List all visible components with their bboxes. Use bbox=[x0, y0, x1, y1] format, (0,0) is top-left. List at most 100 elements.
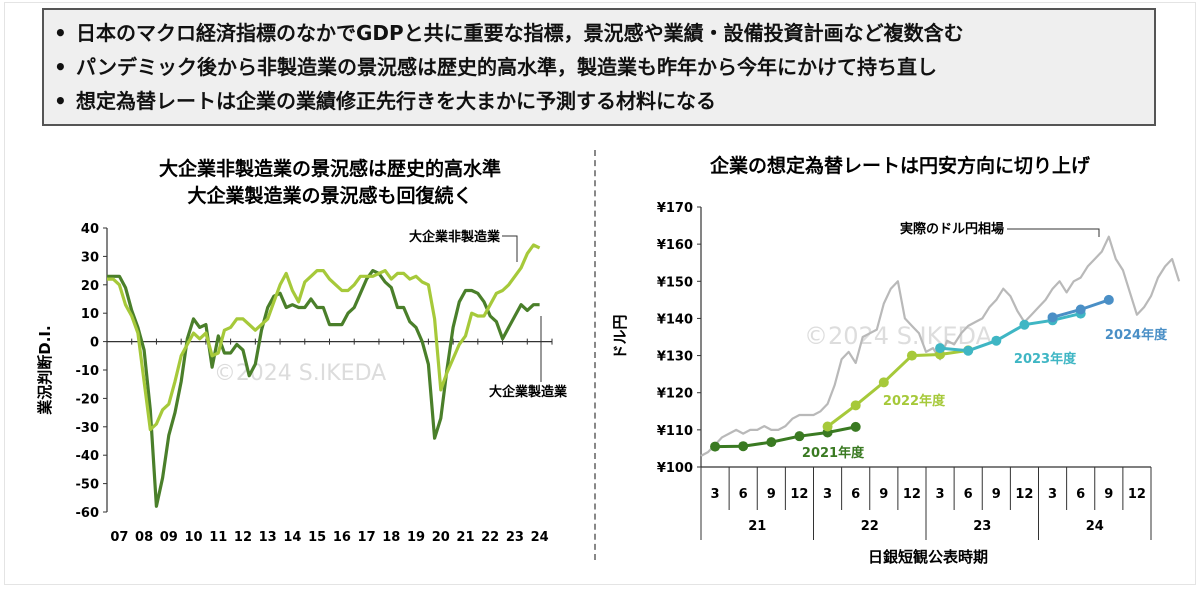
y-tick-label: ¥100 bbox=[657, 461, 693, 476]
x-axis-label: 日銀短観公表時期 bbox=[868, 548, 988, 566]
bullet-dot: • bbox=[54, 89, 67, 113]
chart-title: 企業の想定為替レートは円安方向に切り上げ bbox=[709, 154, 1091, 177]
x-quarter-label: 3 bbox=[936, 487, 945, 502]
chart-title-line: 大企業製造業の景況感も回復続く bbox=[187, 184, 472, 207]
x-year-label: 23 bbox=[973, 519, 991, 534]
y-tick-label: ¥110 bbox=[657, 424, 693, 439]
x-year-label: 21 bbox=[748, 519, 766, 534]
x-quarter-label: 9 bbox=[992, 487, 1001, 502]
x-quarter-label: 12 bbox=[1128, 487, 1146, 502]
x-quarter-label: 3 bbox=[711, 487, 720, 502]
summary-bullet-text: パンデミック後から非製造業の景況感は歴史的高水準，製造業も昨年から今年にかけて持… bbox=[76, 55, 937, 79]
figure-frame bbox=[4, 2, 1196, 585]
y-tick-label: 30 bbox=[81, 250, 99, 265]
y-tick-label: 0 bbox=[90, 336, 99, 351]
x-quarter-label: 12 bbox=[903, 487, 921, 502]
x-tick-label: 10 bbox=[184, 530, 202, 545]
x-tick-label: 20 bbox=[432, 530, 450, 545]
x-quarter-label: 6 bbox=[851, 487, 860, 502]
series-label: 2021年度 bbox=[802, 445, 865, 461]
series-point bbox=[963, 345, 974, 356]
y-tick-label: 10 bbox=[81, 307, 99, 322]
summary-bullet: • パンデミック後から非製造業の景況感は歴史的高水準，製造業も昨年から今年にかけて… bbox=[54, 50, 1144, 84]
y-tick-label: ¥150 bbox=[657, 275, 693, 290]
series-label: 2024年度 bbox=[1105, 327, 1168, 343]
series-point bbox=[766, 437, 777, 448]
x-tick-label: 19 bbox=[407, 530, 425, 545]
x-quarter-label: 9 bbox=[879, 487, 888, 502]
y-tick-label: 40 bbox=[81, 222, 99, 237]
x-tick-label: 16 bbox=[333, 530, 351, 545]
series-label: 2022年度 bbox=[883, 393, 946, 409]
summary-bullet: • 日本のマクロ経済指標のなかでGDPと共に重要な指標，景況感や業績・設備投資計画… bbox=[54, 16, 1144, 50]
x-quarter-label: 9 bbox=[1104, 487, 1113, 502]
summary-bullet-text: 想定為替レートは企業の業績修正先行きを大まかに予測する材料になる bbox=[76, 89, 716, 113]
y-axis-label: 業況判断D.I. bbox=[36, 325, 54, 415]
series-point bbox=[850, 421, 861, 432]
series-line-non-manufacturing bbox=[107, 243, 541, 432]
x-quarter-label: 12 bbox=[1015, 487, 1033, 502]
leader-line bbox=[502, 235, 518, 262]
series-point bbox=[794, 431, 805, 442]
x-tick-label: 17 bbox=[358, 530, 376, 545]
x-tick-label: 11 bbox=[209, 530, 227, 545]
series-point bbox=[1047, 312, 1058, 323]
series-point bbox=[878, 377, 889, 388]
series-point bbox=[1075, 304, 1086, 315]
y-tick-label: ¥140 bbox=[657, 312, 693, 327]
x-quarter-label: 3 bbox=[823, 487, 832, 502]
y-tick-label: -60 bbox=[76, 506, 100, 521]
x-tick-label: 21 bbox=[456, 530, 474, 545]
x-quarter-label: 6 bbox=[739, 487, 748, 502]
series-point bbox=[822, 421, 833, 432]
y-axis-label: ドル円 bbox=[611, 314, 629, 359]
x-quarter-label: 6 bbox=[964, 487, 973, 502]
x-tick-label: 24 bbox=[531, 530, 549, 545]
x-year-label: 24 bbox=[1086, 519, 1104, 534]
summary-bullet-text: 日本のマクロ経済指標のなかでGDPと共に重要な指標，景況感や業績・設備投資計画な… bbox=[76, 21, 964, 45]
summary-box: • 日本のマクロ経済指標のなかでGDPと共に重要な指標，景況感や業績・設備投資計画… bbox=[42, 8, 1156, 126]
panel-divider bbox=[594, 150, 596, 560]
series-point bbox=[738, 441, 749, 452]
series-line-fy2022 bbox=[826, 348, 969, 428]
summary-bullet: • 想定為替レートは企業の業績修正先行きを大まかに予測する材料になる bbox=[54, 84, 1144, 118]
y-tick-label: -40 bbox=[76, 449, 100, 464]
y-tick-label: 20 bbox=[81, 279, 99, 294]
series-point bbox=[850, 400, 861, 411]
x-tick-label: 23 bbox=[506, 530, 524, 545]
x-quarter-label: 9 bbox=[767, 487, 776, 502]
leader-line bbox=[1007, 228, 1100, 237]
chart-title-line: 大企業非製造業の景況感は歴史的高水準 bbox=[159, 157, 501, 180]
x-tick-label: 15 bbox=[308, 530, 326, 545]
series-label: 実際のドル円相場 bbox=[900, 221, 1004, 237]
series-label: 大企業非製造業 bbox=[409, 229, 501, 245]
y-tick-label: -10 bbox=[76, 364, 100, 379]
x-tick-label: 14 bbox=[283, 530, 301, 545]
series-point bbox=[935, 343, 946, 354]
x-tick-label: 08 bbox=[135, 530, 153, 545]
y-tick-label: ¥160 bbox=[657, 238, 693, 253]
y-tick-label: ¥170 bbox=[657, 201, 693, 216]
x-quarter-label: 12 bbox=[790, 487, 808, 502]
x-tick-label: 22 bbox=[481, 530, 499, 545]
bullet-dot: • bbox=[54, 21, 67, 45]
x-quarter-label: 3 bbox=[1048, 487, 1057, 502]
series-line-manufacturing bbox=[107, 269, 540, 508]
x-tick-label: 07 bbox=[110, 530, 128, 545]
x-tick-label: 13 bbox=[259, 530, 277, 545]
y-tick-label: ¥120 bbox=[657, 387, 693, 402]
watermark: ©2024 S.IKEDA bbox=[804, 322, 993, 350]
y-tick-label: ¥130 bbox=[657, 350, 693, 365]
y-tick-label: -50 bbox=[76, 478, 100, 493]
x-tick-label: 09 bbox=[160, 530, 178, 545]
bullet-dot: • bbox=[54, 55, 67, 79]
series-point bbox=[1019, 319, 1030, 330]
x-tick-label: 12 bbox=[234, 530, 252, 545]
x-tick-label: 18 bbox=[382, 530, 400, 545]
watermark: ©2024 S.IKEDA bbox=[214, 361, 386, 386]
y-tick-label: -20 bbox=[76, 392, 100, 407]
y-tick-label: -30 bbox=[76, 421, 100, 436]
series-point bbox=[1103, 294, 1114, 305]
series-label: 大企業製造業 bbox=[489, 384, 568, 400]
